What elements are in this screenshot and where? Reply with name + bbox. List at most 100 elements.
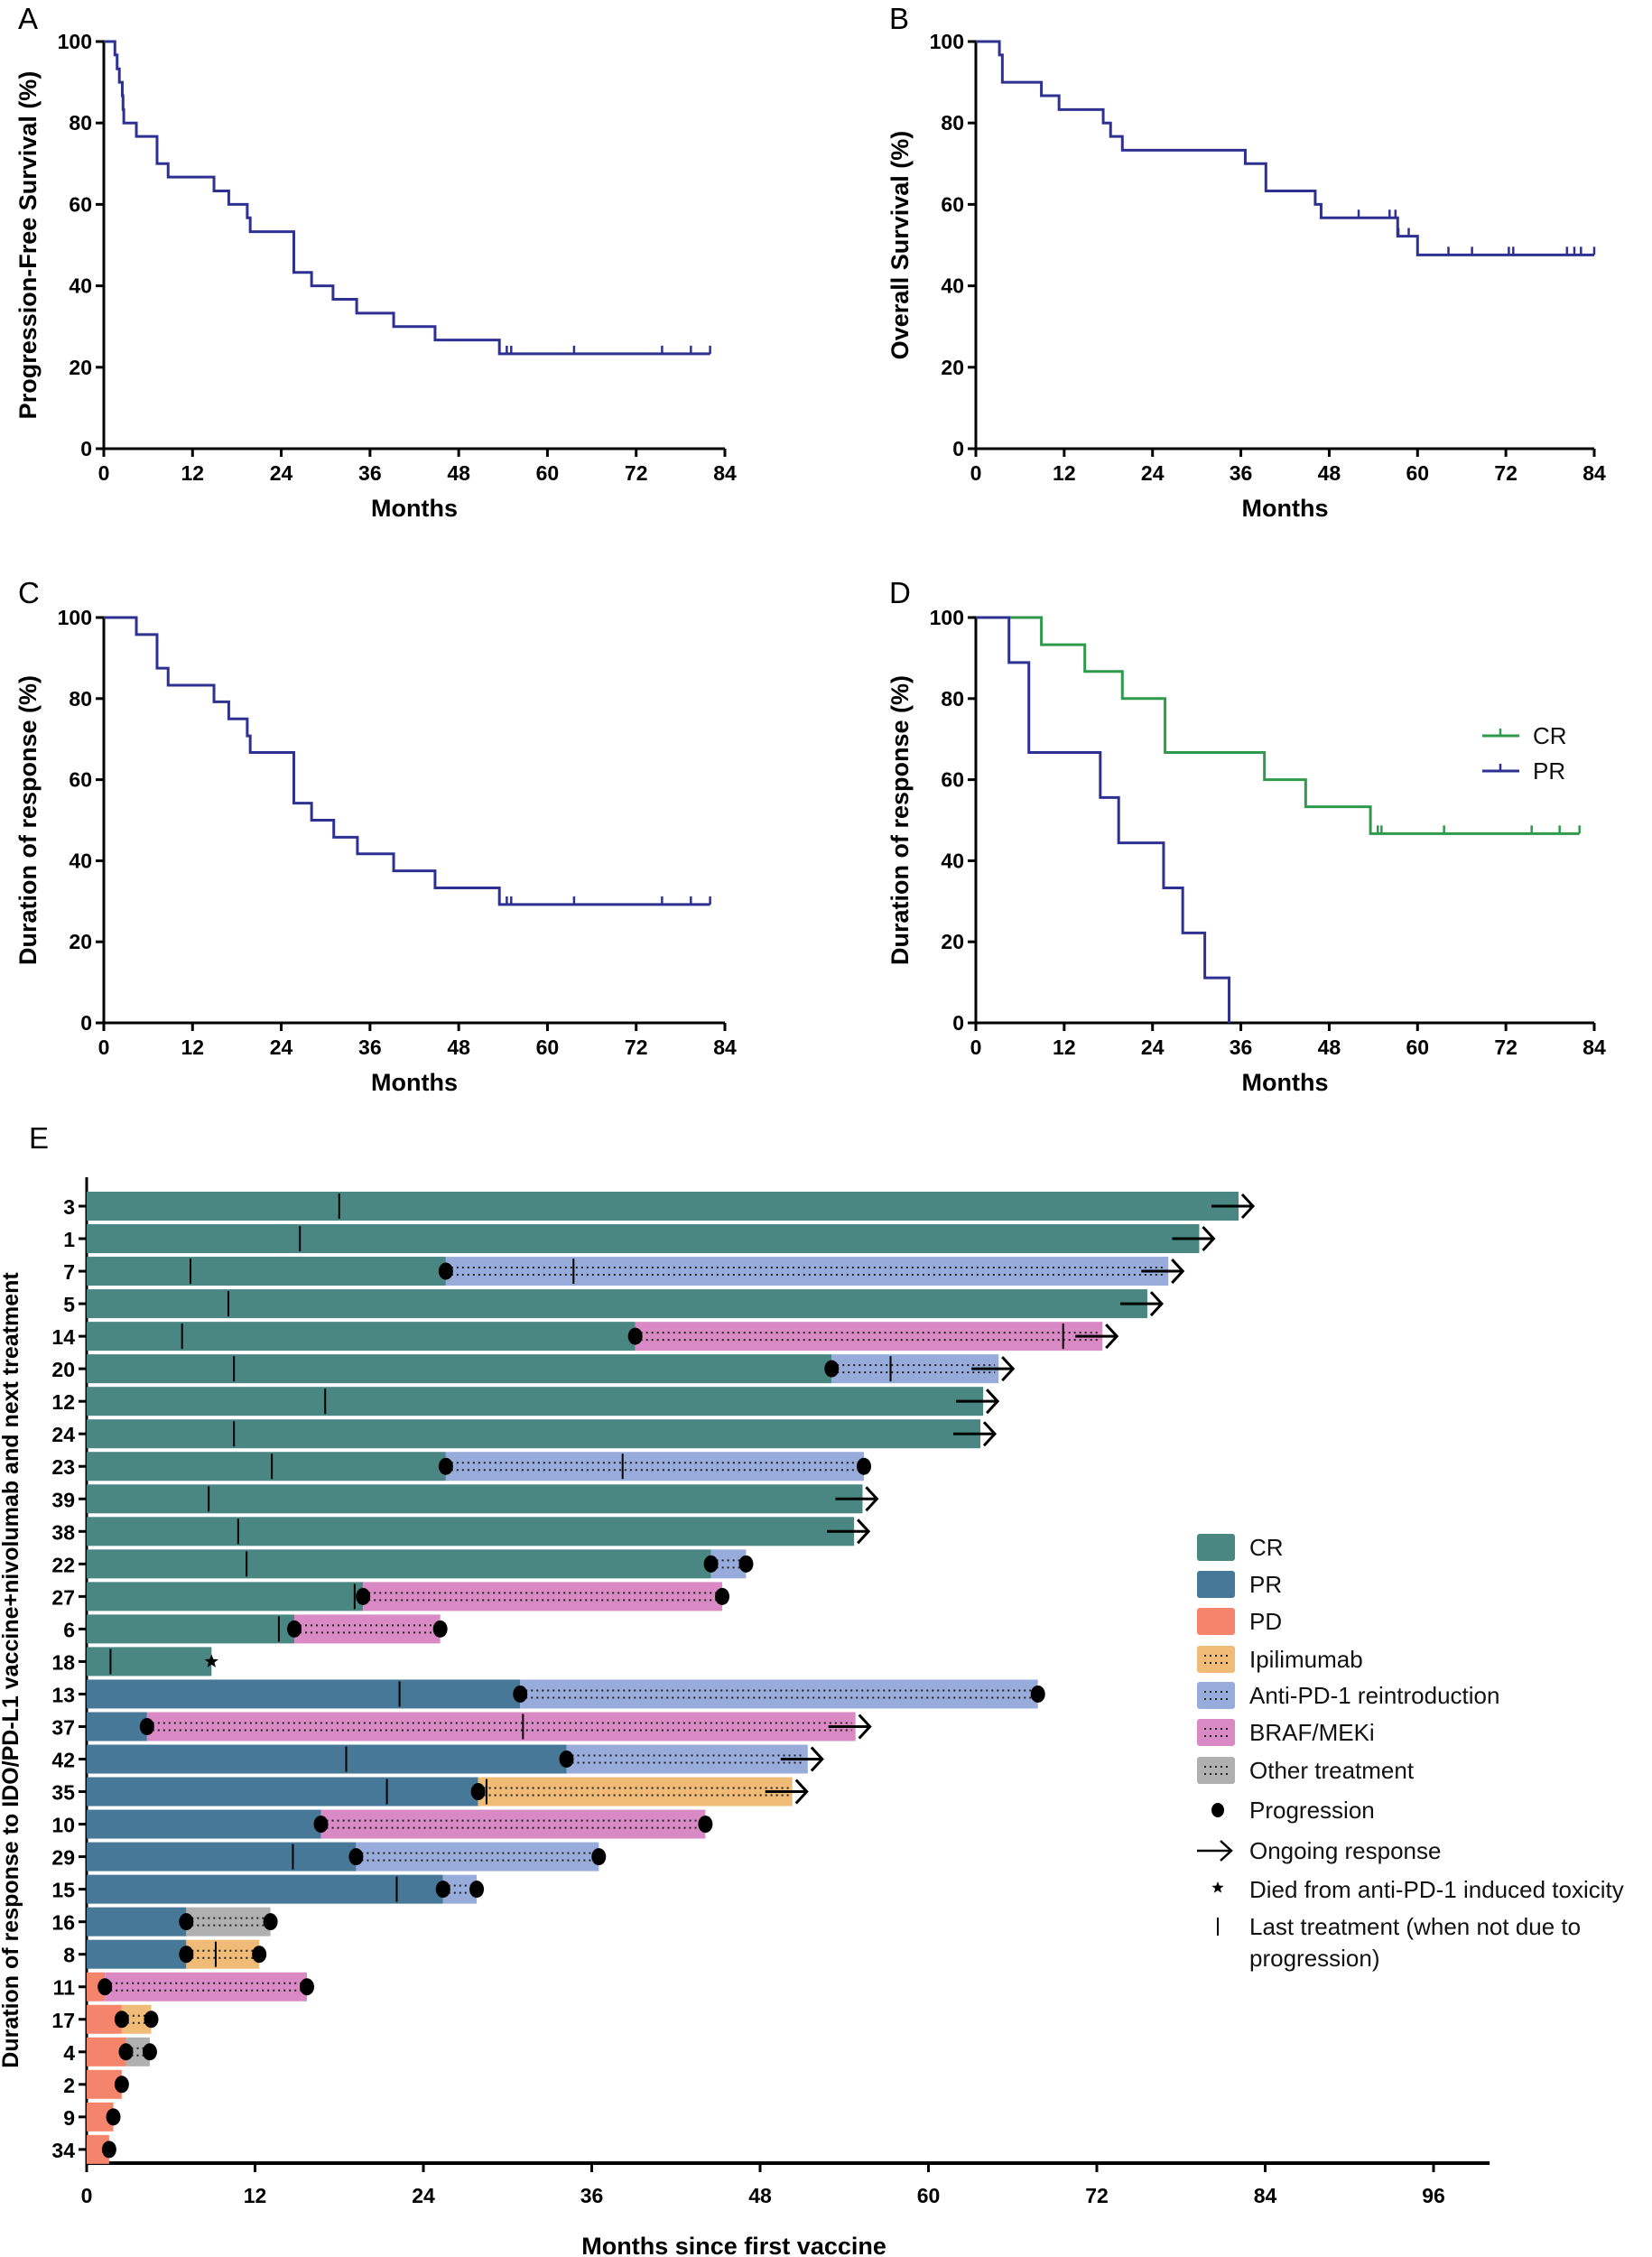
patient-id-label: 27: [51, 1585, 75, 1609]
progression-dot: [106, 2108, 121, 2126]
x-axis-label: Months: [371, 495, 458, 522]
x-tick-label: 12: [244, 2184, 267, 2207]
legend-label-continued: progression): [1249, 1945, 1380, 1972]
patient-id-label: 38: [51, 1520, 75, 1544]
bar-segment-pr: [87, 1744, 567, 1774]
y-tick-label: 20: [941, 356, 964, 379]
legend-item: Ongoing response: [1197, 1837, 1441, 1864]
progression-dot: [118, 2043, 134, 2061]
patient-id-label: 10: [51, 1814, 75, 1837]
progression-dot: [438, 1457, 453, 1475]
legend-item: CR: [1197, 1534, 1284, 1561]
bar-segment-cr: [87, 1484, 863, 1514]
bar-segment-cr: [87, 1647, 212, 1676]
bar-segment-cr: [87, 1452, 446, 1481]
patient-id-label: 37: [51, 1715, 75, 1739]
progression-dot: [142, 2043, 157, 2061]
patient-row: 35: [51, 1777, 809, 1807]
patient-row: 20: [51, 1354, 1016, 1384]
survival-curve-cr: [976, 616, 1580, 835]
patient-id-label: 22: [51, 1553, 75, 1576]
legend-item: PD: [1197, 1608, 1282, 1635]
progression-dot: [114, 2076, 129, 2094]
x-tick-label: 0: [970, 1036, 982, 1059]
y-tick-label: 40: [69, 849, 92, 872]
progression-dot: [627, 1327, 643, 1345]
y-tick-label: 100: [930, 606, 964, 629]
x-tick-label: 12: [1053, 461, 1076, 485]
x-axis-label: Months since first vaccine: [581, 2233, 886, 2257]
ongoing-arrow-icon: [1220, 1840, 1233, 1862]
patient-id-label: 14: [51, 1325, 75, 1349]
legend-swatch-other-treatment: [1197, 1757, 1235, 1784]
progression-dot: [513, 1685, 528, 1703]
y-tick-label: 40: [69, 274, 92, 298]
patient-row: 9: [63, 2102, 121, 2132]
x-axis-label: Months: [371, 1069, 458, 1096]
legend-label-pr: PR: [1533, 757, 1565, 785]
bar-segment-cr: [87, 1387, 984, 1416]
progression-dot: [470, 1783, 486, 1801]
x-tick-label: 60: [1406, 461, 1429, 485]
legend-label: Ipilimumab: [1249, 1646, 1363, 1673]
survival-curve: [104, 616, 710, 906]
bar-segment-braf-meki: [363, 1582, 723, 1611]
patient-row: 2: [63, 2069, 129, 2099]
bar-segment-pd: [87, 1972, 106, 2002]
patient-id-label: 35: [51, 1781, 75, 1805]
ongoing-arrow-icon: [1105, 1324, 1119, 1350]
bar-segment-ipilimumab: [478, 1777, 793, 1807]
progression-dot: [703, 1555, 719, 1573]
patient-row: 4: [63, 2037, 157, 2067]
y-tick-label: 20: [69, 930, 92, 953]
y-axis-label: Duration of response to IDO/PD-L1 vaccin…: [0, 1272, 23, 2068]
patient-row: 38: [51, 1517, 871, 1546]
bar-segment-braf-meki: [146, 1712, 856, 1742]
patient-id-label: 13: [51, 1683, 75, 1706]
patient-row: 11: [53, 1972, 315, 2002]
ongoing-arrow-icon: [857, 1519, 871, 1545]
x-tick-label: 48: [447, 1036, 470, 1059]
progression-dot: [179, 1946, 194, 1964]
progression-dot: [857, 1457, 872, 1475]
patient-row: 1: [63, 1224, 1216, 1254]
bar-segment-cr: [87, 1224, 1200, 1254]
bar-segment-braf-meki: [294, 1614, 441, 1644]
bar-segment-cr: [87, 1354, 832, 1384]
legend-label: Other treatment: [1249, 1757, 1415, 1784]
bar-segment-ipilimumab: [186, 1939, 260, 1969]
x-tick-label: 0: [98, 1036, 110, 1059]
progression-dot: [438, 1262, 453, 1280]
progression-dot: [698, 1816, 713, 1834]
bar-segment-pr: [87, 1809, 321, 1839]
bar-segment-cr: [87, 1517, 855, 1546]
bar-segment-other-treatment: [186, 1907, 271, 1937]
progression-dot: [824, 1360, 840, 1378]
y-tick-label: 40: [941, 274, 964, 298]
patient-row: 39: [51, 1484, 879, 1514]
progression-dot: [591, 1848, 607, 1866]
patient-row: 12: [51, 1387, 1000, 1416]
progression-dot: [313, 1816, 329, 1834]
legend-label: CR: [1249, 1534, 1284, 1561]
bar-segment-cr: [87, 1257, 446, 1286]
legend-item: Ipilimumab: [1197, 1646, 1363, 1673]
patient-id-label: 29: [51, 1846, 75, 1870]
progression-dot: [97, 1978, 113, 1996]
ongoing-arrow-icon: [1149, 1291, 1164, 1317]
y-tick-label: 100: [58, 30, 92, 53]
x-tick-label: 24: [270, 461, 293, 485]
bar-segment-pr: [87, 1907, 187, 1937]
patient-row: 42: [51, 1744, 824, 1774]
survival-curve: [976, 40, 1594, 256]
legend-label: Ongoing response: [1249, 1837, 1441, 1864]
y-axis-label: Overall Survival (%): [886, 131, 914, 360]
panel-label: C: [18, 576, 40, 609]
y-tick-label: 20: [941, 930, 964, 953]
legend-label: Died from anti-PD-1 induced toxicity: [1249, 1876, 1624, 1903]
patient-row: 5: [63, 1289, 1164, 1319]
bar-segment-cr: [87, 1614, 295, 1644]
patient-row: 8: [63, 1939, 267, 1969]
x-tick-label: 24: [412, 2184, 435, 2207]
patient-row: 29: [51, 1842, 607, 1872]
